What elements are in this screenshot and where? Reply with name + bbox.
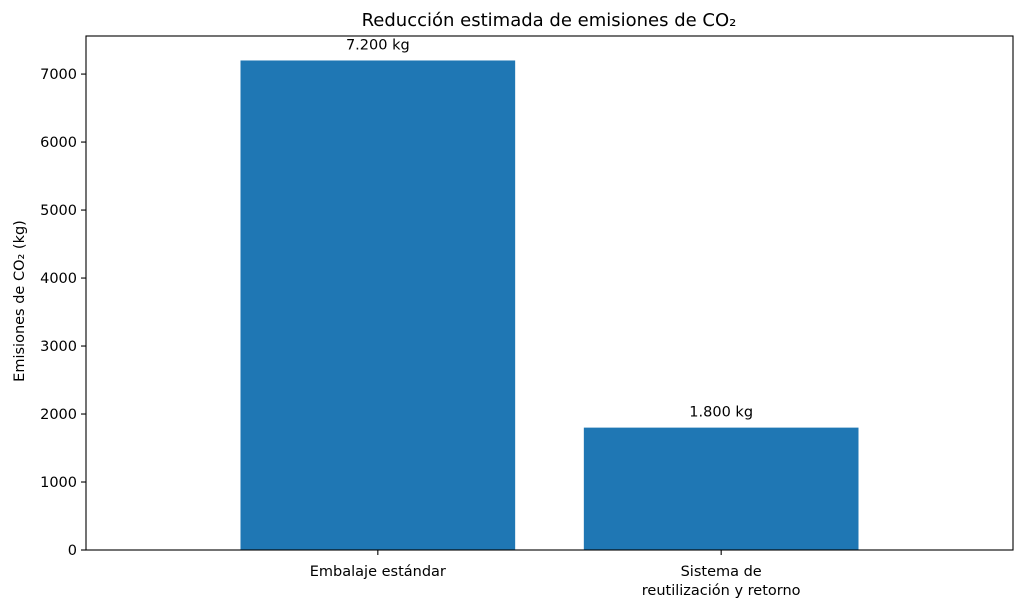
y-tick-label-0: 0 (68, 543, 77, 559)
chart-title: Reducción estimada de emisiones de CO₂ (362, 10, 737, 31)
bars-group (240, 60, 859, 550)
x-tick-label-line: reutilización y retorno (642, 583, 801, 599)
x-tick-label-line: Sistema de (681, 564, 762, 580)
plot-frame (85, 35, 1014, 551)
y-axis-ticks: 0 1000 2000 3000 4000 5000 6000 7000 (40, 67, 86, 559)
x-tick-label-0: Embalaje estándar (310, 564, 446, 580)
x-tick-label-line: Embalaje estándar (310, 564, 446, 580)
data-label-1: 1.800 kg (689, 405, 753, 421)
y-axis-label: Emisiones de CO₂ (kg) (12, 220, 28, 382)
y-tick-label-4: 4000 (40, 271, 77, 287)
x-axis-ticks: Embalaje estándar Sistema de reutilización… (310, 550, 801, 599)
y-tick-label-2: 2000 (40, 407, 77, 423)
y-tick-label-1: 1000 (40, 475, 77, 491)
y-tick-label-5: 5000 (40, 203, 77, 219)
y-tick-label-3: 3000 (40, 339, 77, 355)
bar-0 (240, 60, 516, 550)
data-label-0: 7.200 kg (346, 37, 410, 53)
data-labels: 7.200 kg 1.800 kg (346, 37, 753, 420)
y-tick-label-7: 7000 (40, 67, 77, 83)
x-tick-label-1: Sistema de reutilización y retorno (642, 564, 801, 599)
y-tick-label-6: 6000 (40, 135, 77, 151)
bar-1 (583, 427, 859, 550)
